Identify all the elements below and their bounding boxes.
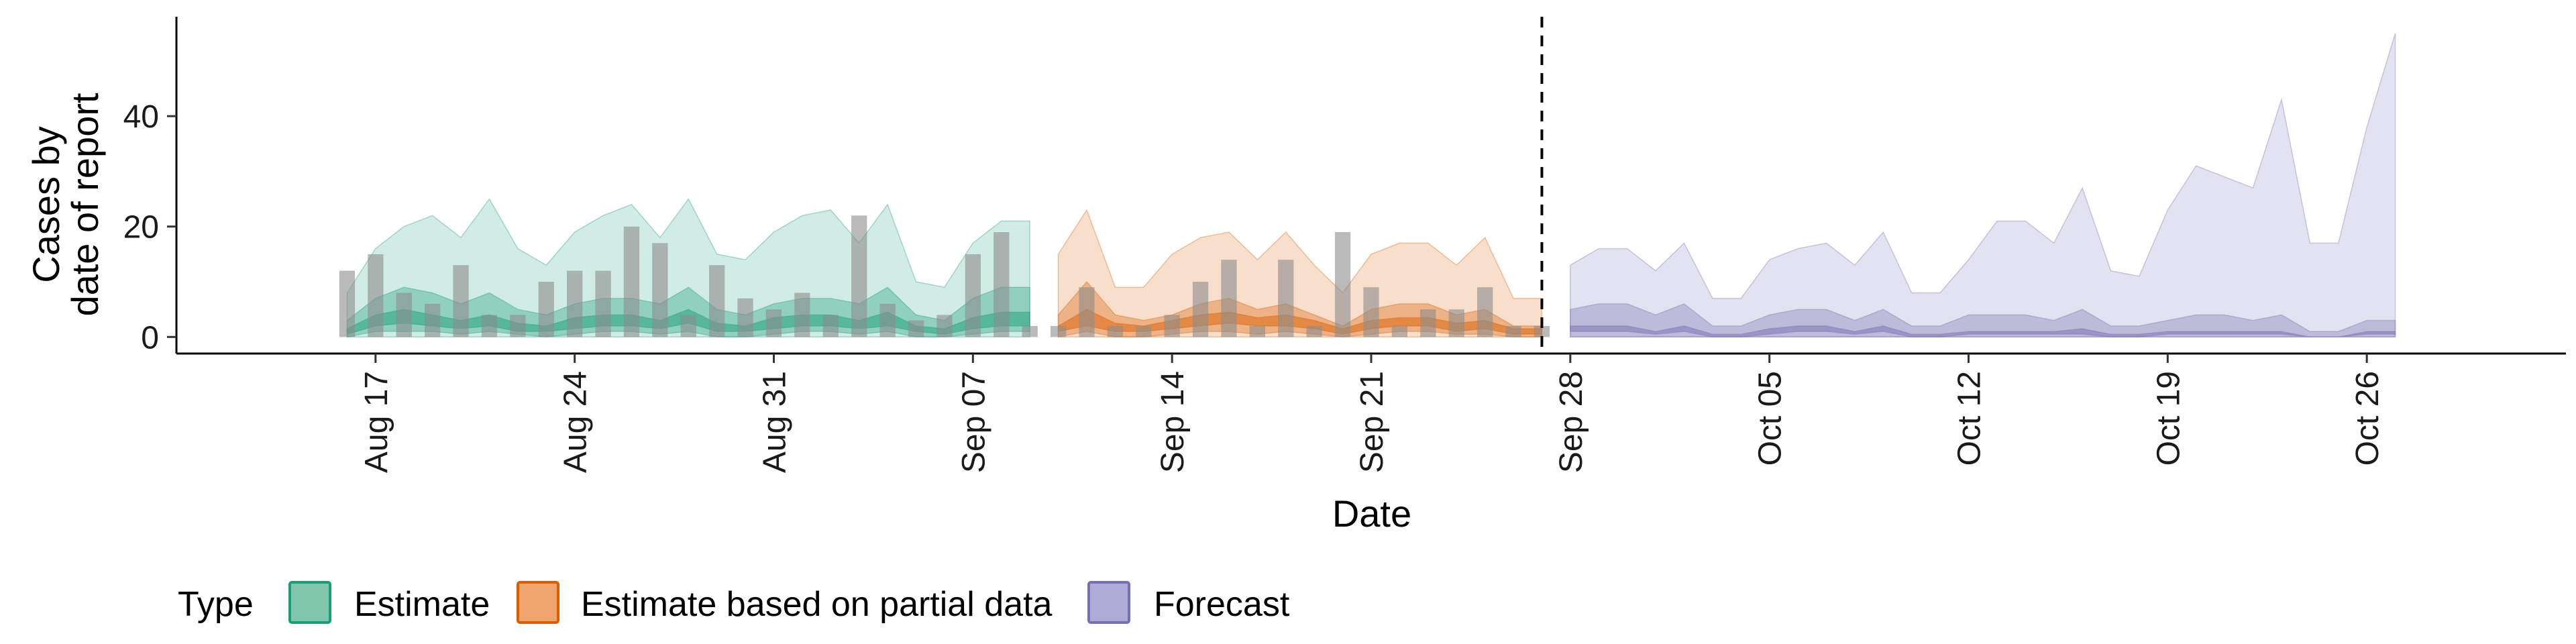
- x-tick-label: Oct 12: [1952, 371, 1988, 466]
- legend-label-estimate-partial: Estimate based on partial data: [581, 585, 1053, 624]
- case-bar: [822, 315, 839, 337]
- case-bar: [1022, 325, 1038, 337]
- legend: Type Estimate Estimate based on partial …: [178, 581, 1290, 624]
- x-axis-title: Date: [1332, 492, 1411, 535]
- y-axis-title-line-2: date of report: [64, 93, 106, 317]
- case-bar: [510, 315, 526, 337]
- x-tick-label: Oct 19: [2151, 371, 2186, 466]
- x-tick-label: Aug 24: [558, 371, 594, 473]
- x-axis-ticks: Aug 17 Aug 24 Aug 31 Sep 07 Sep 14 Sep 21 Sep …: [359, 354, 2385, 473]
- x-tick-label: Aug 17: [359, 371, 394, 473]
- reported-case-bars: [339, 215, 1550, 337]
- x-tick-label: Sep 21: [1354, 371, 1390, 473]
- case-bar: [1420, 309, 1436, 337]
- case-bar: [1306, 325, 1322, 337]
- y-tick-label: 40: [123, 99, 159, 135]
- case-bar: [425, 303, 441, 337]
- legend-title: Type: [178, 585, 254, 624]
- x-tick-label: Oct 26: [2350, 371, 2385, 466]
- case-bar: [652, 243, 668, 337]
- x-tick-label: Sep 28: [1554, 371, 1589, 473]
- case-bar: [623, 226, 640, 337]
- case-bar: [936, 315, 953, 337]
- case-bar: [1278, 260, 1294, 337]
- case-bar: [1164, 315, 1180, 337]
- case-bar: [709, 265, 725, 337]
- case-bar: [1391, 325, 1407, 337]
- x-tick-label: Oct 05: [1753, 371, 1788, 466]
- y-tick-label: 20: [123, 210, 159, 246]
- x-tick-label: Sep 07: [956, 371, 991, 473]
- case-bar: [339, 270, 356, 337]
- case-bar: [879, 303, 896, 337]
- case-bar: [453, 265, 469, 337]
- y-axis-ticks: 0 20 40: [123, 99, 176, 356]
- case-bar: [595, 270, 611, 337]
- y-axis-title-line-1: Cases by: [25, 126, 67, 282]
- case-bar: [1249, 325, 1265, 337]
- case-bar: [481, 315, 498, 337]
- case-bar: [737, 298, 753, 337]
- case-bar: [1079, 287, 1095, 337]
- case-bar: [1363, 287, 1379, 337]
- legend-key-forecast: [1087, 581, 1130, 624]
- y-axis-title: Cases by date of report: [25, 93, 106, 317]
- case-bar: [1505, 325, 1521, 337]
- legend-label-estimate: Estimate: [354, 585, 490, 624]
- case-bar: [1221, 260, 1237, 337]
- legend-label-forecast: Forecast: [1154, 585, 1290, 624]
- x-tick-label: Aug 31: [757, 371, 793, 473]
- case-bar: [1192, 282, 1209, 337]
- case-bar: [1136, 325, 1152, 337]
- case-bar: [1107, 325, 1123, 337]
- case-bar: [765, 309, 782, 337]
- forecast-band-90pct: [1570, 33, 2396, 338]
- y-tick-label: 0: [141, 320, 159, 356]
- case-bar: [1448, 309, 1464, 337]
- case-bar: [567, 270, 583, 337]
- case-bar: [851, 215, 867, 337]
- legend-key-estimate-partial: [517, 581, 559, 624]
- case-bar: [538, 282, 554, 337]
- case-bar: [994, 232, 1010, 337]
- case-bar: [794, 292, 810, 337]
- case-bar: [368, 254, 384, 337]
- case-bar: [1050, 325, 1067, 337]
- case-bar: [1334, 232, 1351, 337]
- case-bar: [908, 320, 924, 337]
- case-bar: [680, 315, 696, 337]
- case-bar: [1477, 287, 1493, 337]
- legend-key-estimate: [288, 581, 331, 624]
- case-bar: [396, 292, 412, 337]
- forecast-band-20pct: [1570, 325, 2396, 338]
- case-bar: [1534, 325, 1550, 337]
- case-bar: [965, 254, 981, 337]
- x-tick-label: Sep 14: [1155, 371, 1191, 473]
